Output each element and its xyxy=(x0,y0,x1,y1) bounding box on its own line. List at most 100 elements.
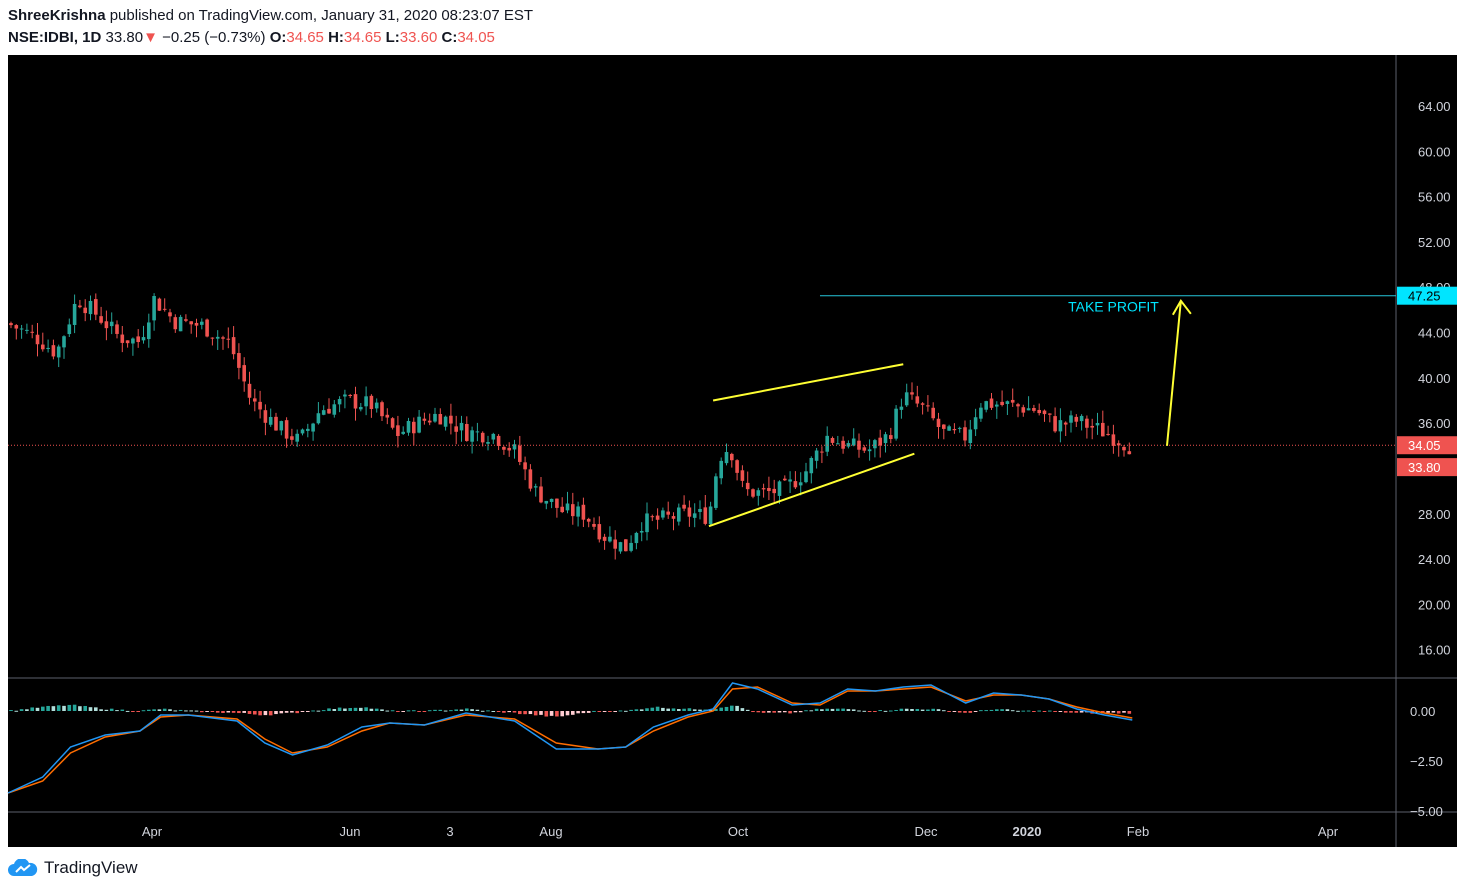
macd-histogram-bar xyxy=(793,711,798,713)
candle xyxy=(703,494,708,526)
high-label: H: xyxy=(328,29,344,46)
candle-body xyxy=(147,322,151,340)
candle xyxy=(189,321,193,334)
candle xyxy=(480,431,485,447)
candle-body xyxy=(1079,415,1084,422)
candle-body xyxy=(332,404,337,415)
macd-histogram-bar xyxy=(719,707,723,711)
macd-histogram-bar xyxy=(374,708,379,711)
candle-body xyxy=(655,515,660,520)
candle-body xyxy=(380,402,384,417)
price-tick-label: 28.00 xyxy=(1418,507,1451,522)
candle-body xyxy=(767,487,771,492)
macd-histogram-bar xyxy=(385,710,390,712)
candle xyxy=(157,297,162,311)
price-tick-label: 16.00 xyxy=(1418,643,1451,658)
macd-histogram-bar xyxy=(857,710,861,712)
macd-histogram-bar xyxy=(263,711,268,716)
candle xyxy=(1063,421,1068,437)
candle-body xyxy=(745,482,750,490)
candle-body xyxy=(205,319,209,337)
time-tick-label: Apr xyxy=(142,824,163,839)
candle xyxy=(390,417,395,430)
candle xyxy=(396,415,400,448)
candle xyxy=(147,313,151,348)
candle xyxy=(343,389,347,409)
macd-histogram-bar xyxy=(883,710,888,712)
candle xyxy=(454,415,458,445)
symbol-label: NSE:IDBI, 1D xyxy=(8,29,102,46)
macd-histogram-bar xyxy=(427,710,432,712)
candle-body xyxy=(682,504,686,509)
macd-histogram-bar xyxy=(788,711,792,714)
candle-body xyxy=(94,299,98,315)
candle xyxy=(851,428,856,447)
macd-histogram-bar xyxy=(1026,710,1031,712)
author-name[interactable]: ShreeKrishna xyxy=(8,7,106,24)
macd-histogram-bar xyxy=(862,710,867,712)
macd-histogram-bar xyxy=(926,709,930,711)
macd-histogram-bar xyxy=(1116,711,1121,714)
macd-histogram-bar xyxy=(120,709,125,711)
macd-histogram-bar xyxy=(258,711,262,716)
candle-body xyxy=(200,321,204,325)
candle-body xyxy=(258,401,262,410)
candle xyxy=(475,422,480,442)
candle xyxy=(528,464,533,492)
candle-body xyxy=(327,408,331,414)
candle-body xyxy=(168,312,172,317)
candle xyxy=(115,320,119,339)
candle-body xyxy=(369,395,374,410)
candle-body xyxy=(1101,422,1105,437)
macd-histogram-bar xyxy=(284,711,289,713)
macd-histogram-bar xyxy=(274,711,278,715)
publish-line: ShreeKrishna published on TradingView.co… xyxy=(8,7,533,24)
macd-histogram-bar xyxy=(846,709,851,711)
open-value: 34.65 xyxy=(286,29,324,46)
candle-body xyxy=(1037,409,1041,414)
macd-histogram-bar xyxy=(597,711,602,712)
candle-body xyxy=(926,405,930,407)
candle xyxy=(374,398,379,413)
channel-upper-line xyxy=(712,363,904,402)
candle-body xyxy=(290,436,294,440)
candle xyxy=(72,294,77,334)
candle-body xyxy=(989,398,994,408)
price-tick-label: 64.00 xyxy=(1418,99,1451,114)
candle xyxy=(942,424,946,440)
candle xyxy=(247,371,252,405)
candle xyxy=(205,318,209,338)
macd-histogram-bar xyxy=(152,709,156,711)
macd-histogram-bar xyxy=(480,710,485,712)
candle-body xyxy=(809,458,814,474)
macd-histogram-bar xyxy=(72,704,77,711)
macd-histogram-bar xyxy=(989,709,994,711)
macd-histogram-bar xyxy=(745,709,750,711)
macd-histogram-bar xyxy=(724,706,729,711)
low-value: 33.60 xyxy=(399,29,438,46)
candle xyxy=(353,386,358,421)
tradingview-logo[interactable]: TradingView xyxy=(8,858,138,878)
candle-body xyxy=(904,392,909,406)
macd-histogram-bar xyxy=(242,711,246,713)
candle-body xyxy=(120,334,125,343)
candle xyxy=(857,433,861,458)
time-tick-label: Dec xyxy=(914,824,938,839)
low-label: L: xyxy=(385,29,400,46)
macd-histogram-bar xyxy=(51,706,56,711)
candle-body xyxy=(947,426,951,431)
macd-histogram-bar xyxy=(173,710,178,712)
candle xyxy=(443,415,448,431)
candle-body xyxy=(337,399,342,405)
candle-body xyxy=(1058,420,1063,432)
candle-body xyxy=(1042,410,1047,415)
candle xyxy=(417,409,421,434)
candle-body xyxy=(825,435,829,452)
macd-histogram-bar xyxy=(666,708,670,711)
macd-histogram-bar xyxy=(215,711,220,713)
candle xyxy=(1032,404,1036,413)
candle xyxy=(300,428,305,436)
price-tick-label: 56.00 xyxy=(1418,190,1451,205)
candle xyxy=(168,308,172,323)
